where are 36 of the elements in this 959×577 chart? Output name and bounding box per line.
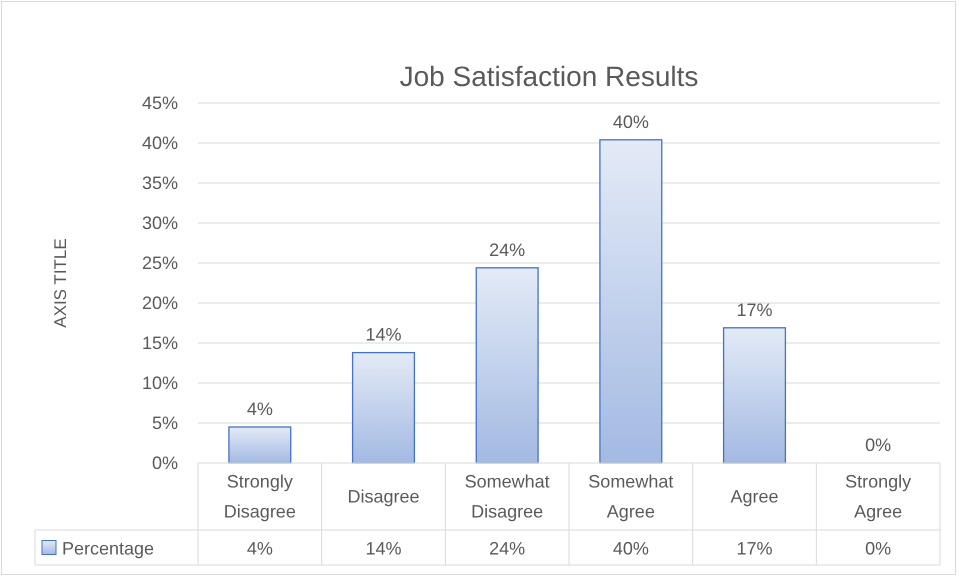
x-tick-label: Strongly Agree: [845, 472, 912, 522]
data-label: 4%: [246, 538, 273, 558]
y-tick-label: 10%: [142, 373, 178, 393]
x-tick-label: Somewhat Disagree: [464, 472, 550, 522]
data-label: 14%: [365, 538, 402, 558]
text: 0%: [865, 435, 892, 455]
text: 40%: [612, 112, 649, 132]
bar: [228, 426, 292, 464]
data-label: 17%: [736, 538, 773, 558]
y-tick-label: 20%: [142, 293, 178, 313]
bar: [599, 139, 662, 464]
y-tick-label: 5%: [152, 413, 178, 433]
y-axis-title: AXIS TITLE: [51, 238, 70, 328]
data-label: 0%: [865, 538, 892, 558]
bar: [352, 352, 416, 464]
y-tick-label: 40%: [142, 133, 178, 153]
text: 17%: [736, 300, 773, 320]
text: 4%: [246, 399, 273, 419]
x-tick-label: Agree: [730, 486, 779, 506]
y-tick-label: 25%: [142, 253, 178, 273]
chart-title: Job Satisfaction Results: [400, 61, 698, 92]
legend-label: Percentage: [62, 538, 154, 558]
text: 14%: [365, 324, 402, 345]
bar: [476, 267, 539, 464]
y-tick-label: 35%: [142, 173, 178, 193]
text: 24%: [489, 240, 526, 260]
data-label: 40%: [612, 538, 649, 558]
bar: [722, 327, 786, 464]
y-tick-label: 0%: [152, 453, 178, 473]
y-tick-label: 45%: [142, 93, 178, 113]
x-tick-label: Disagree: [347, 486, 420, 506]
x-tick-label: Somewhat Agree: [588, 472, 674, 522]
y-tick-label: 15%: [142, 333, 178, 353]
x-tick-label: Strongly Disagree: [224, 472, 296, 522]
data-label: 24%: [489, 538, 526, 558]
y-tick-label: 30%: [142, 213, 178, 233]
